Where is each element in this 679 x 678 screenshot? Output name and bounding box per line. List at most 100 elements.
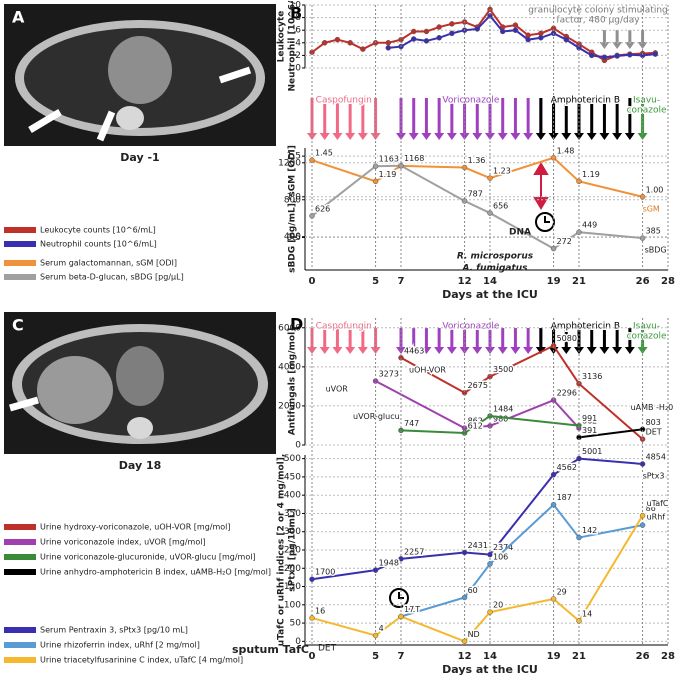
data-point <box>398 162 404 169</box>
y-tick-label: 400 <box>284 491 301 501</box>
arrow-head <box>319 133 330 140</box>
arrow-head <box>319 347 330 354</box>
x-tick-label: 12 <box>458 651 472 662</box>
y-axis-label: uTafC or uRhf indices [2 or 4 mg/mol], <box>277 454 287 647</box>
arrow-head <box>370 133 381 140</box>
legend-swatch <box>4 241 36 247</box>
gcsf-label: granulocyte colony stimulating <box>528 6 668 16</box>
arrow-head <box>624 42 635 49</box>
legend-swatch <box>4 657 36 663</box>
treatment-label: conazole <box>627 106 667 116</box>
data-point <box>385 45 392 51</box>
series-line <box>311 457 643 581</box>
data-label: 803 <box>646 418 661 427</box>
legend-swatch <box>4 569 36 575</box>
x-tick-label: 28 <box>661 276 675 287</box>
arrow-head <box>612 42 623 49</box>
y-tick-label: 0 <box>295 64 301 74</box>
x-tick-label: 7 <box>398 651 405 662</box>
data-label: 862 <box>582 417 597 426</box>
series-line <box>388 14 656 59</box>
series-label: uTafC <box>647 499 669 508</box>
data-point <box>461 198 468 204</box>
data-point <box>588 52 595 59</box>
arrow-head <box>421 347 432 354</box>
data-point <box>550 596 557 602</box>
legend-label: Serum Pentraxin 3, sPtx3 [pg/10 mL] <box>40 626 188 635</box>
data-label: DET <box>404 605 420 614</box>
data-point <box>398 556 404 562</box>
arrow-head <box>523 347 534 354</box>
legend-swatch <box>4 627 36 633</box>
arrow-head <box>472 133 483 140</box>
data-point <box>321 40 328 46</box>
data-point <box>309 615 315 621</box>
data-point <box>538 35 544 41</box>
data-point <box>347 40 353 46</box>
treatment-label: Isavu- <box>633 322 660 332</box>
arrow-head <box>561 347 572 354</box>
data-point <box>512 22 519 28</box>
arrow-head <box>434 133 445 140</box>
data-label: 5080 <box>557 334 577 343</box>
data-label: 4854 <box>646 452 666 461</box>
data-label: 29 <box>557 587 567 596</box>
data-point <box>423 38 430 44</box>
data-point <box>639 522 646 528</box>
data-point <box>550 245 557 252</box>
x-tick-label: 14 <box>483 651 497 662</box>
data-point <box>461 549 468 556</box>
data-point <box>423 28 430 35</box>
arrow-head <box>599 347 610 354</box>
y-tick-label: 1200 <box>278 158 301 168</box>
arrow-head <box>446 133 457 140</box>
data-point <box>372 178 379 185</box>
arrow-head <box>497 347 508 354</box>
arrow-head <box>307 133 317 140</box>
data-label: 862 <box>468 417 483 426</box>
annotation: sputum TafC <box>232 643 309 656</box>
arrow-head <box>459 133 470 140</box>
y-tick-label: 400 <box>284 232 301 242</box>
data-point <box>410 28 417 35</box>
data-point <box>639 235 646 241</box>
x-tick-label: 0 <box>309 651 316 662</box>
y-tick-label: 500 <box>284 454 301 464</box>
legend-label: Urine hydroxy-voriconazole, uOH-VOR [mg/… <box>40 523 231 532</box>
data-label: 391 <box>582 426 597 435</box>
data-point <box>461 638 468 645</box>
annotation: A. fumigatus <box>461 264 528 274</box>
arrow-head <box>561 133 572 140</box>
series-label: uRhf <box>647 513 666 522</box>
legend-swatch <box>4 539 36 545</box>
y-axis-label: sPtx3 [pg/10mL] <box>288 508 298 592</box>
data-label: 626 <box>315 204 330 213</box>
data-label: 1163 <box>379 155 399 164</box>
arrow-head <box>345 347 356 354</box>
arrow-head <box>612 133 623 140</box>
gcsf-label: factor, 480 µg/day <box>556 16 640 26</box>
data-label: DET <box>646 428 662 437</box>
data-point <box>639 461 646 467</box>
legend-swatch <box>4 227 36 233</box>
arrow-head <box>599 133 610 140</box>
treatment-label: Voriconazole <box>442 322 500 332</box>
data-label: 142 <box>582 526 597 535</box>
arrow-head <box>485 133 495 140</box>
data-point <box>372 163 379 169</box>
data-point <box>436 24 442 30</box>
y-tick-label: 150 <box>284 582 301 592</box>
data-label: 2675 <box>468 381 488 390</box>
data-label: 4 <box>379 624 384 633</box>
data-point <box>550 155 557 161</box>
legend-label: Urine anhydro-amphotericin B index, uAMB… <box>40 568 271 577</box>
series-line <box>311 515 644 643</box>
legend-label: Neutrophil counts [10^6/mL] <box>40 240 157 249</box>
double-arrow <box>533 162 549 210</box>
x-tick-label: 12 <box>458 276 472 287</box>
series-label: sGM <box>643 204 660 213</box>
y-axis-label: Antifungals [mg/mol] <box>288 328 298 436</box>
x-tick-label: 19 <box>547 276 561 287</box>
data-point <box>309 576 315 582</box>
legend-swatch <box>4 642 36 648</box>
